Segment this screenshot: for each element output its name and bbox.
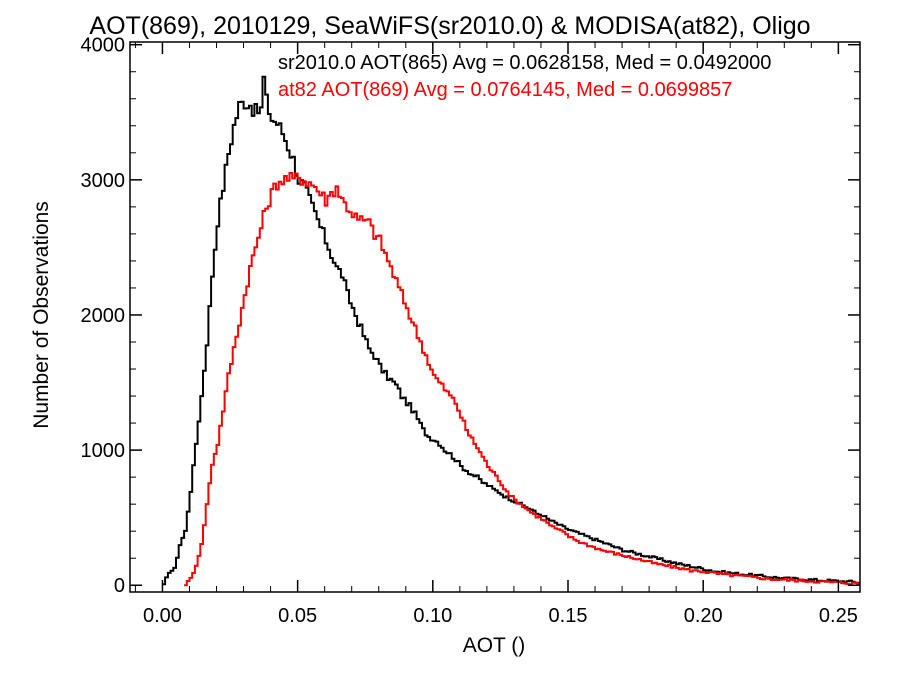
legend-entry-0: sr2010.0 AOT(865) Avg = 0.0628158, Med =… bbox=[278, 52, 771, 74]
legend: sr2010.0 AOT(865) Avg = 0.0628158, Med =… bbox=[278, 52, 771, 101]
x-tick-label: 0.10 bbox=[413, 605, 452, 627]
legend-entry-1: at82 AOT(869) Avg = 0.0764145, Med = 0.0… bbox=[278, 79, 732, 101]
y-tick-label: 1000 bbox=[81, 440, 126, 462]
x-tick-label: 0.15 bbox=[549, 605, 588, 627]
y-tick-label: 2000 bbox=[81, 305, 126, 327]
x-tick-label: 0.00 bbox=[143, 605, 182, 627]
y-tick-label: 3000 bbox=[81, 170, 126, 192]
y-axis-label: Number of Observations bbox=[30, 201, 53, 429]
chart-title: AOT(869), 2010129, SeaWiFS(sr2010.0) & M… bbox=[89, 12, 810, 40]
y-tick-label: 0 bbox=[114, 575, 125, 597]
series-line-0 bbox=[162, 75, 860, 586]
x-tick-label: 0.25 bbox=[819, 605, 858, 627]
series-line-1 bbox=[184, 172, 860, 587]
y-tick-label: 4000 bbox=[81, 35, 126, 57]
series-layer bbox=[162, 75, 860, 587]
x-tick-label: 0.05 bbox=[278, 605, 317, 627]
x-axis-label: AOT () bbox=[463, 634, 526, 657]
x-tick-label: 0.20 bbox=[684, 605, 723, 627]
plot-frame bbox=[129, 41, 861, 593]
axes-layer: 0.00 0.05 0.10 0.15 0.20 0.25 0 1000 2000 3000 400… bbox=[81, 35, 861, 627]
